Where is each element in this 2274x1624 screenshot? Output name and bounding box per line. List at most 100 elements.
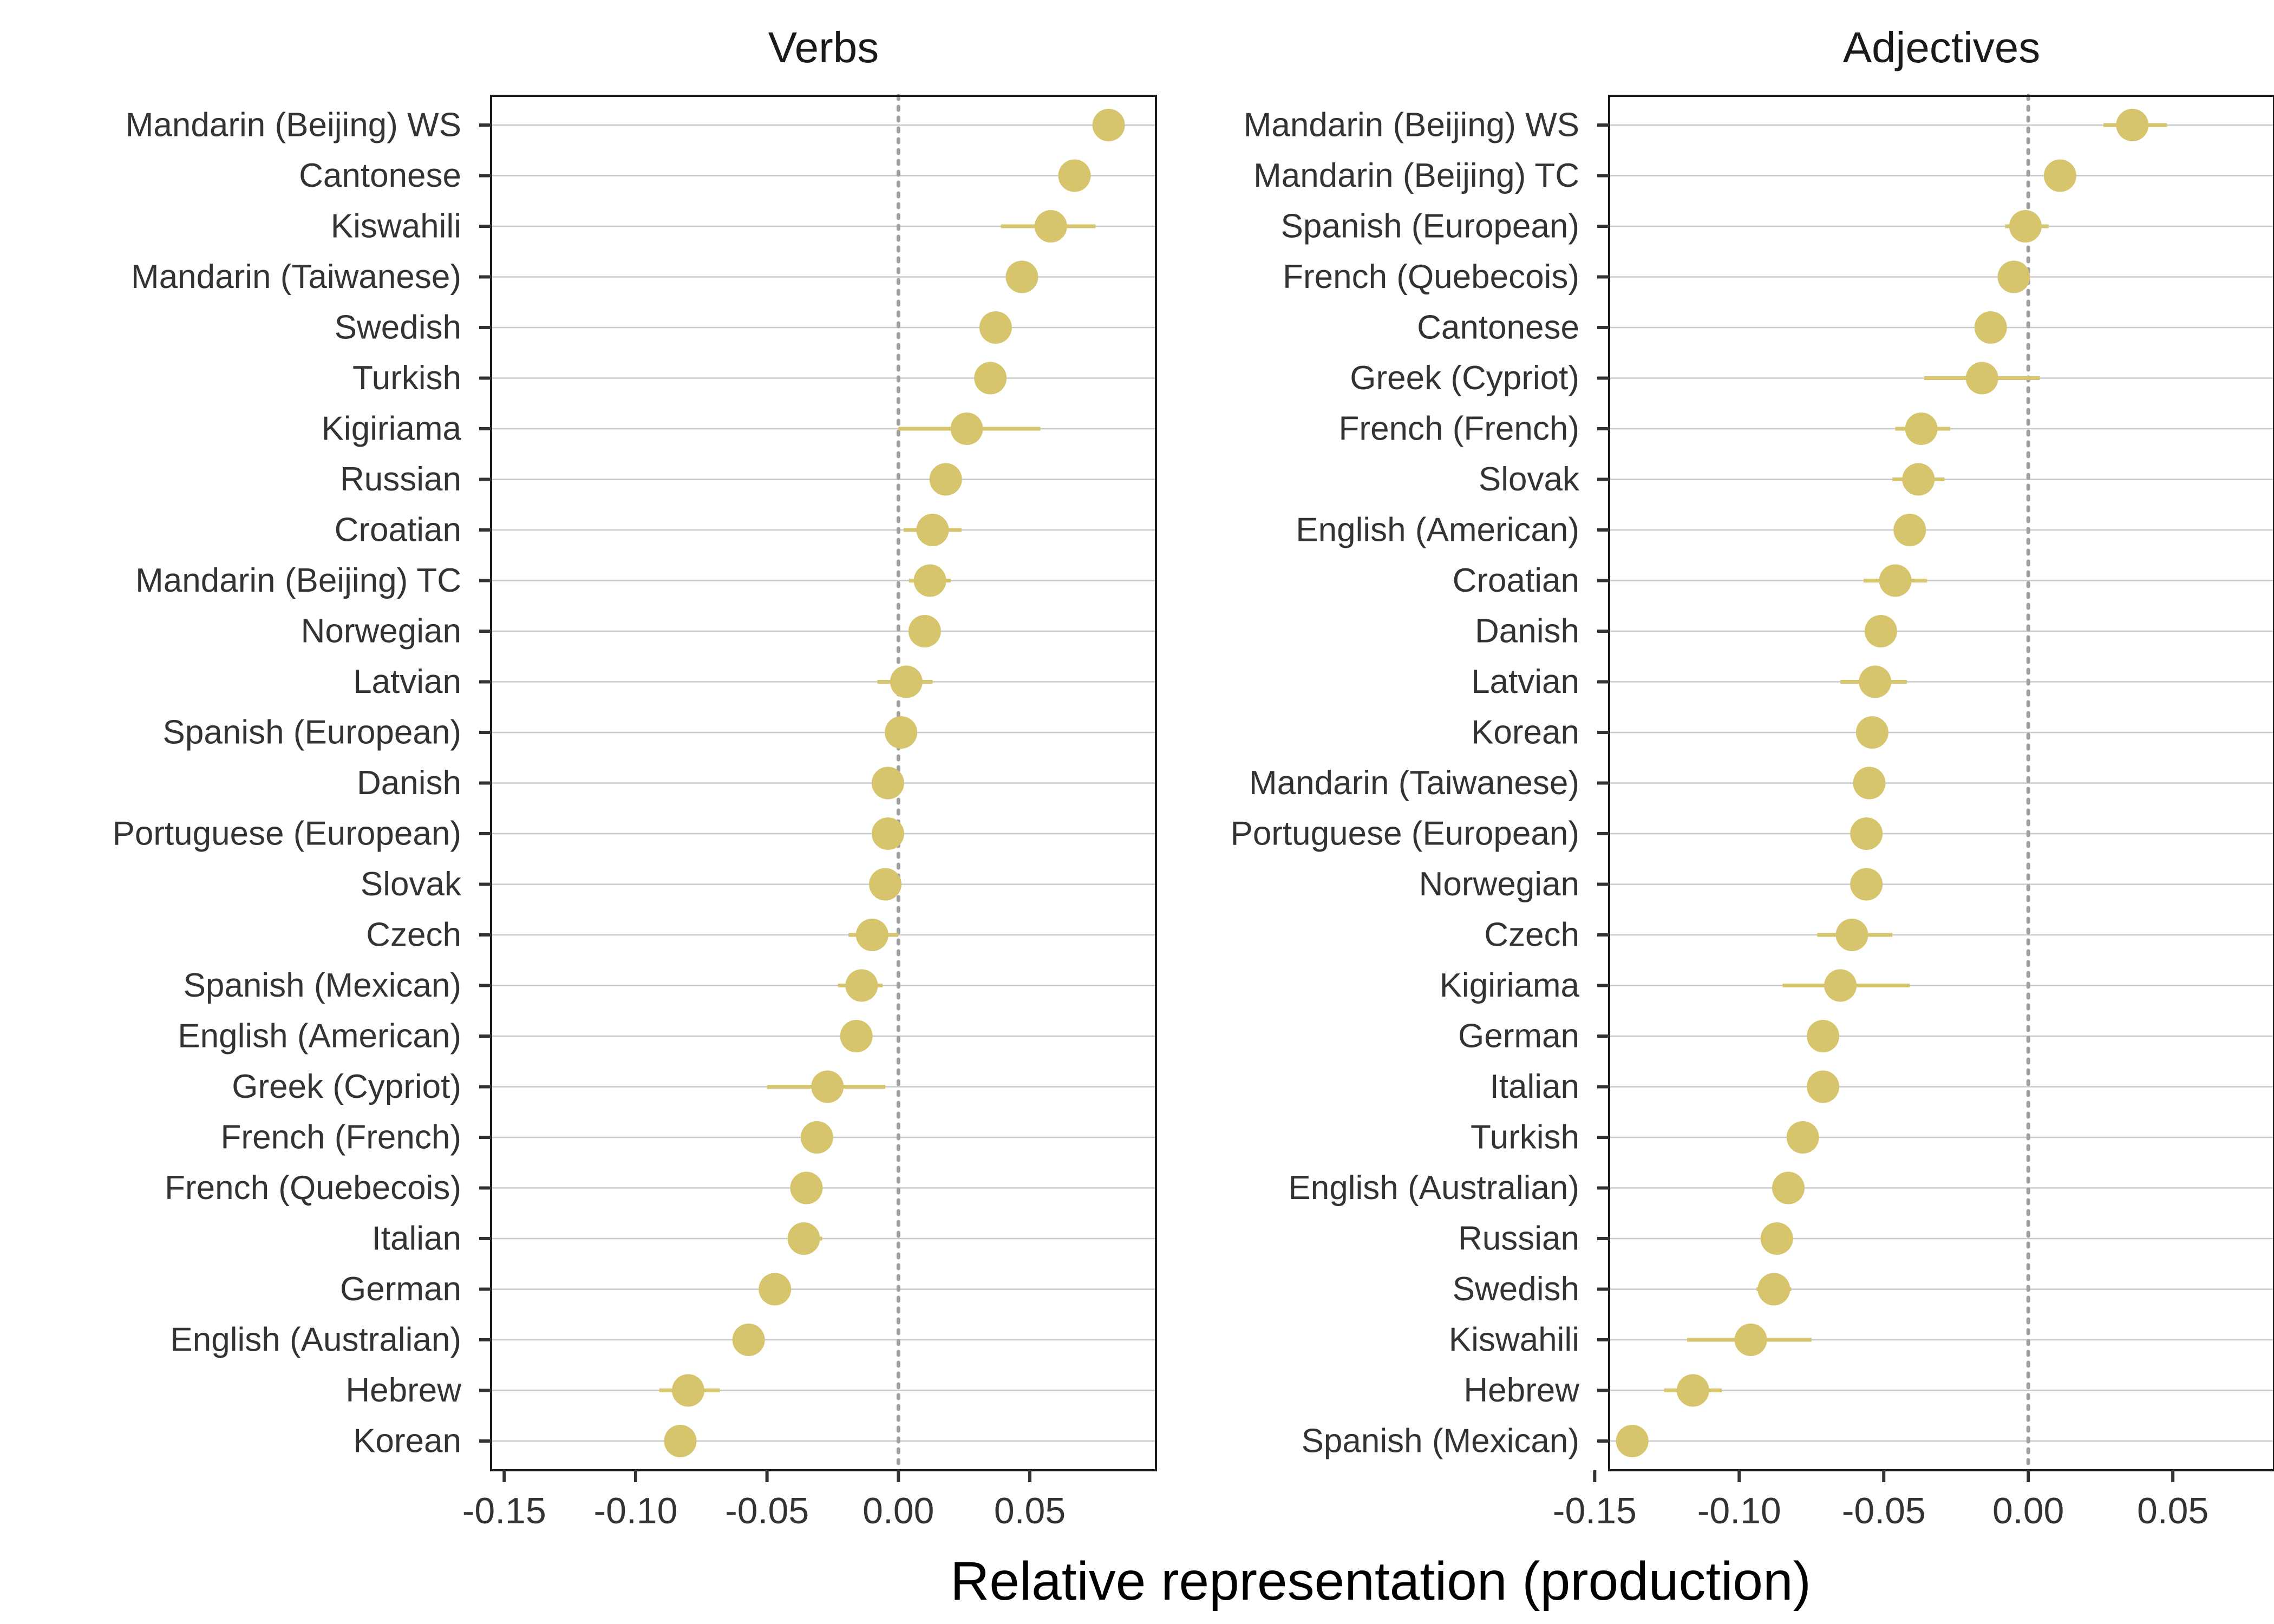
data-point	[2116, 109, 2149, 141]
data-point	[1757, 1273, 1791, 1306]
category-label: Slovak	[1479, 461, 1580, 498]
data-point	[1855, 716, 1889, 749]
category-label: Danish	[1475, 613, 1579, 650]
category-label: Kigiriama	[322, 410, 462, 448]
category-label: Croatian	[1453, 562, 1579, 599]
category-label: Danish	[357, 764, 461, 802]
data-point	[1092, 109, 1125, 141]
data-point	[1786, 1121, 1819, 1154]
panel-title: Adjectives	[1843, 23, 2041, 71]
x-tick-label: -0.10	[1697, 1490, 1781, 1531]
data-point	[1772, 1171, 1805, 1204]
category-label: Kiswahili	[331, 208, 461, 245]
data-point	[1807, 1070, 1840, 1103]
category-label: Croatian	[335, 512, 461, 549]
category-label: Spanish (European)	[163, 714, 461, 751]
category-label: Slovak	[361, 866, 462, 903]
data-point	[1058, 159, 1091, 192]
data-point	[811, 1070, 844, 1103]
data-point	[871, 767, 904, 800]
x-tick-label: 0.00	[862, 1490, 934, 1531]
data-point	[929, 463, 962, 496]
category-label: Spanish (Mexican)	[1302, 1423, 1579, 1460]
category-label: German	[1458, 1018, 1579, 1055]
data-point	[1902, 463, 1935, 496]
category-label: Russian	[340, 461, 461, 498]
category-label: French (French)	[221, 1119, 461, 1156]
data-point	[1616, 1425, 1649, 1457]
data-point	[790, 1171, 823, 1204]
adjectives-panel: Adjectives Mandarin (Beijing) WS Mandarin …	[1230, 23, 2274, 1531]
data-point	[855, 919, 888, 951]
data-point	[2009, 210, 2042, 243]
data-point	[1859, 665, 1892, 698]
data-point	[979, 311, 1012, 344]
data-point	[913, 564, 946, 597]
category-label: Swedish	[1453, 1271, 1579, 1308]
x-tick-label: -0.10	[593, 1490, 677, 1531]
x-tick-label: 0.00	[1992, 1490, 2064, 1531]
data-point	[1974, 311, 2007, 344]
category-label: French (Quebecois)	[1283, 258, 1579, 296]
category-label: Portuguese (European)	[1230, 815, 1579, 853]
data-point	[890, 665, 923, 698]
x-tick-label: -0.05	[725, 1490, 809, 1531]
data-point	[916, 514, 949, 546]
category-label: Turkish	[352, 359, 461, 397]
data-point	[974, 362, 1007, 395]
x-axis-title: Relative representation (production)	[950, 1551, 1811, 1612]
data-point	[1835, 919, 1868, 951]
category-label: Latvian	[353, 663, 461, 700]
category-label: English (American)	[1296, 512, 1579, 549]
category-label: Czech	[366, 916, 461, 954]
category-label: Mandarin (Beijing) TC	[1253, 157, 1579, 194]
category-label: Hebrew	[1463, 1372, 1579, 1409]
category-label: Hebrew	[345, 1372, 461, 1409]
category-label: English (Australian)	[1288, 1169, 1579, 1207]
category-label: Mandarin (Taiwanese)	[1249, 764, 1579, 802]
data-point	[800, 1121, 833, 1154]
category-label: Cantonese	[1417, 309, 1579, 346]
verbs-panel: Verbs Mandarin (Beijing) WS Cantonese Kiswa…	[112, 23, 1157, 1531]
category-label: Cantonese	[299, 157, 461, 194]
x-tick-label: -0.15	[1553, 1490, 1637, 1531]
data-point	[885, 716, 918, 749]
data-point	[672, 1374, 705, 1407]
data-point	[1807, 1020, 1840, 1052]
data-point	[1965, 362, 1998, 395]
data-point	[1905, 412, 1938, 445]
data-point	[1824, 969, 1857, 1002]
data-point	[1676, 1374, 1709, 1407]
data-point	[908, 615, 941, 647]
x-tick-label: -0.15	[462, 1490, 546, 1531]
data-point	[1850, 868, 1883, 901]
category-label: Portuguese (European)	[112, 815, 461, 853]
data-point	[1734, 1324, 1767, 1356]
data-point	[1034, 210, 1067, 243]
category-label: Norwegian	[1419, 866, 1579, 903]
x-tick-label: 0.05	[994, 1490, 1066, 1531]
category-label: English (American)	[178, 1018, 461, 1055]
category-label: Greek (Cypriot)	[232, 1068, 461, 1105]
category-label: Swedish	[335, 309, 461, 346]
category-label: Italian	[1490, 1068, 1579, 1105]
category-label: Turkish	[1471, 1119, 1579, 1156]
category-label: Russian	[1458, 1220, 1579, 1258]
data-point	[1853, 767, 1886, 800]
data-point	[1760, 1222, 1793, 1255]
data-point	[1879, 564, 1912, 597]
category-label: Italian	[372, 1220, 461, 1258]
data-point	[759, 1273, 792, 1306]
data-point	[1997, 260, 2030, 293]
category-label: Mandarin (Beijing) TC	[135, 562, 461, 599]
category-label: Korean	[1471, 714, 1579, 751]
category-label: Mandarin (Beijing) WS	[1244, 107, 1579, 144]
data-point	[1850, 817, 1883, 850]
category-label: Czech	[1484, 916, 1579, 954]
data-point	[664, 1425, 697, 1457]
category-label: Greek (Cypriot)	[1350, 359, 1579, 397]
data-point	[950, 412, 983, 445]
x-tick-label: -0.05	[1842, 1490, 1926, 1531]
category-label: Latvian	[1471, 663, 1579, 700]
